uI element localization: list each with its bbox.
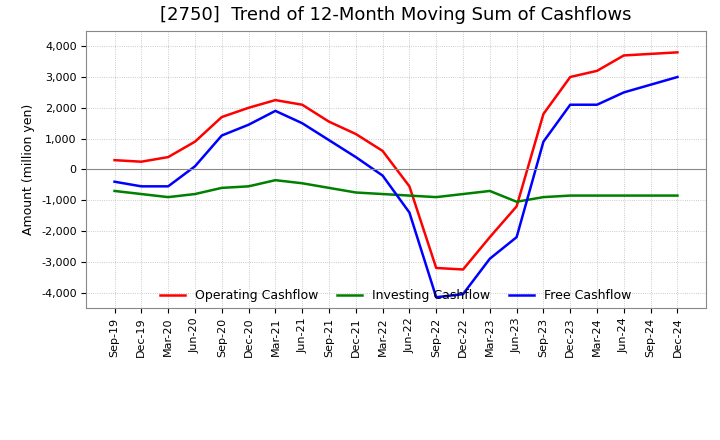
Free Cashflow <box>619 90 628 95</box>
Free Cashflow <box>566 102 575 107</box>
Free Cashflow <box>593 102 601 107</box>
Investing Cashflow <box>566 193 575 198</box>
Operating Cashflow <box>673 50 682 55</box>
Operating Cashflow <box>191 139 199 144</box>
Operating Cashflow <box>566 74 575 80</box>
Free Cashflow <box>325 137 333 143</box>
Investing Cashflow <box>164 194 173 200</box>
Free Cashflow <box>673 74 682 80</box>
Free Cashflow <box>351 154 360 160</box>
Operating Cashflow <box>539 111 548 117</box>
Investing Cashflow <box>405 193 414 198</box>
Operating Cashflow <box>459 267 467 272</box>
Free Cashflow <box>164 184 173 189</box>
Operating Cashflow <box>244 105 253 110</box>
Free Cashflow <box>271 108 279 114</box>
Free Cashflow <box>485 256 494 261</box>
Investing Cashflow <box>378 191 387 197</box>
Free Cashflow <box>244 122 253 128</box>
Free Cashflow <box>513 235 521 240</box>
Operating Cashflow <box>110 158 119 163</box>
Free Cashflow <box>459 292 467 297</box>
Operating Cashflow <box>593 68 601 73</box>
Free Cashflow <box>378 173 387 178</box>
Investing Cashflow <box>485 188 494 194</box>
Investing Cashflow <box>351 190 360 195</box>
Line: Operating Cashflow: Operating Cashflow <box>114 52 678 269</box>
Operating Cashflow <box>513 204 521 209</box>
Operating Cashflow <box>405 184 414 189</box>
Free Cashflow <box>647 82 655 87</box>
Investing Cashflow <box>217 185 226 191</box>
Investing Cashflow <box>619 193 628 198</box>
Line: Investing Cashflow: Investing Cashflow <box>114 180 678 202</box>
Operating Cashflow <box>325 119 333 124</box>
Investing Cashflow <box>432 194 441 200</box>
Investing Cashflow <box>271 178 279 183</box>
Investing Cashflow <box>325 185 333 191</box>
Investing Cashflow <box>191 191 199 197</box>
Operating Cashflow <box>619 53 628 58</box>
Legend: Operating Cashflow, Investing Cashflow, Free Cashflow: Operating Cashflow, Investing Cashflow, … <box>156 284 636 307</box>
Investing Cashflow <box>298 180 307 186</box>
Operating Cashflow <box>137 159 145 165</box>
Y-axis label: Amount (million yen): Amount (million yen) <box>22 104 35 235</box>
Operating Cashflow <box>164 154 173 160</box>
Investing Cashflow <box>539 194 548 200</box>
Free Cashflow <box>539 139 548 144</box>
Operating Cashflow <box>217 114 226 120</box>
Line: Free Cashflow: Free Cashflow <box>114 77 678 297</box>
Free Cashflow <box>217 133 226 138</box>
Investing Cashflow <box>110 188 119 194</box>
Operating Cashflow <box>298 102 307 107</box>
Free Cashflow <box>191 164 199 169</box>
Investing Cashflow <box>244 184 253 189</box>
Title: [2750]  Trend of 12-Month Moving Sum of Cashflows: [2750] Trend of 12-Month Moving Sum of C… <box>161 6 631 24</box>
Investing Cashflow <box>673 193 682 198</box>
Operating Cashflow <box>647 51 655 56</box>
Investing Cashflow <box>137 191 145 197</box>
Free Cashflow <box>110 179 119 184</box>
Operating Cashflow <box>378 148 387 154</box>
Free Cashflow <box>432 295 441 300</box>
Operating Cashflow <box>432 265 441 271</box>
Investing Cashflow <box>593 193 601 198</box>
Operating Cashflow <box>271 97 279 103</box>
Investing Cashflow <box>513 199 521 204</box>
Free Cashflow <box>137 184 145 189</box>
Investing Cashflow <box>459 191 467 197</box>
Operating Cashflow <box>485 235 494 240</box>
Investing Cashflow <box>647 193 655 198</box>
Free Cashflow <box>298 121 307 126</box>
Operating Cashflow <box>351 131 360 136</box>
Free Cashflow <box>405 210 414 215</box>
